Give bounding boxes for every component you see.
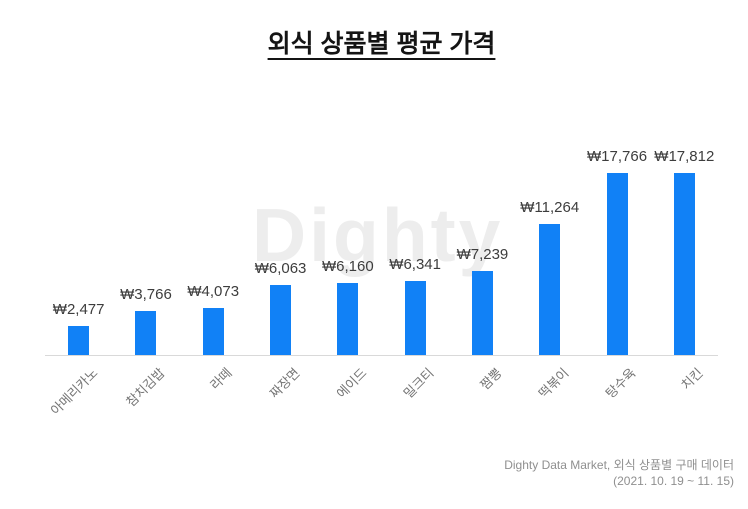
value-label: ₩7,239 xyxy=(456,245,509,263)
bar xyxy=(337,283,359,355)
category-label: 탕수육 xyxy=(602,365,639,402)
bar xyxy=(673,173,695,355)
bar-slot: ₩17,766 탕수육 xyxy=(583,148,650,401)
bar xyxy=(68,326,90,355)
plot-area: ₩2,477 아메리카노 ₩3,766 참치김밥 ₩4,073 라떼 ₩6,063 짜장면 ₩6… xyxy=(45,148,718,418)
value-label: ₩11,264 xyxy=(520,199,580,217)
bar-slot: ₩4,073 라떼 xyxy=(180,148,247,393)
bar-slot: ₩11,264 떡볶이 xyxy=(516,148,583,401)
value-label: ₩4,073 xyxy=(187,282,240,300)
bar xyxy=(270,284,292,355)
bar-slot: ₩2,477 아메리카노 xyxy=(45,148,112,418)
bar-slot: ₩6,160 에이드 xyxy=(314,148,381,401)
value-label: ₩6,160 xyxy=(321,258,374,276)
category-label: 짜장면 xyxy=(266,365,303,402)
data-source-line2: (2021. 10. 19 ~ 11. 15) xyxy=(613,474,734,488)
data-source: Dighty Data Market, 외식 상품별 구매 데이터 (2021.… xyxy=(504,457,734,489)
bar xyxy=(135,311,157,355)
category-label: 떡볶이 xyxy=(535,365,572,402)
value-label: ₩17,766 xyxy=(587,148,648,165)
category-label: 에이드 xyxy=(333,365,370,402)
chart-title: 외식 상품별 평균 가격 xyxy=(45,24,718,60)
category-label: 라떼 xyxy=(207,365,235,393)
category-label: 치킨 xyxy=(678,365,707,393)
bar-slot: ₩7,239 짬뽕 xyxy=(449,148,516,393)
bar-slot: ₩6,063 짜장면 xyxy=(247,148,314,402)
bar xyxy=(539,224,561,355)
category-label: 아메리카노 xyxy=(47,365,101,419)
bar xyxy=(471,270,493,355)
bar-slot: ₩17,812 치킨 xyxy=(651,148,718,393)
value-label: ₩2,477 xyxy=(52,301,105,319)
value-label: ₩17,812 xyxy=(654,148,715,165)
category-label: 짬뽕 xyxy=(476,365,505,393)
category-label: 밀크티 xyxy=(400,365,437,402)
chart-title-text: 외식 상품별 평균 가격 xyxy=(267,30,496,58)
value-label: ₩6,063 xyxy=(254,259,307,277)
category-label: 참치김밥 xyxy=(123,365,168,410)
dighty-watermark: Dighty xyxy=(252,193,504,277)
value-label: ₩6,341 xyxy=(389,256,441,274)
data-source-line1: Dighty Data Market, 외식 상품별 구매 데이터 xyxy=(504,458,734,472)
bar xyxy=(606,173,628,355)
bar xyxy=(404,281,426,355)
bar-slot: ₩3,766 참치김밥 xyxy=(112,148,179,409)
bar-slot: ₩6,341 밀크티 xyxy=(381,148,448,401)
bar xyxy=(202,307,224,355)
value-label: ₩3,766 xyxy=(120,286,172,304)
